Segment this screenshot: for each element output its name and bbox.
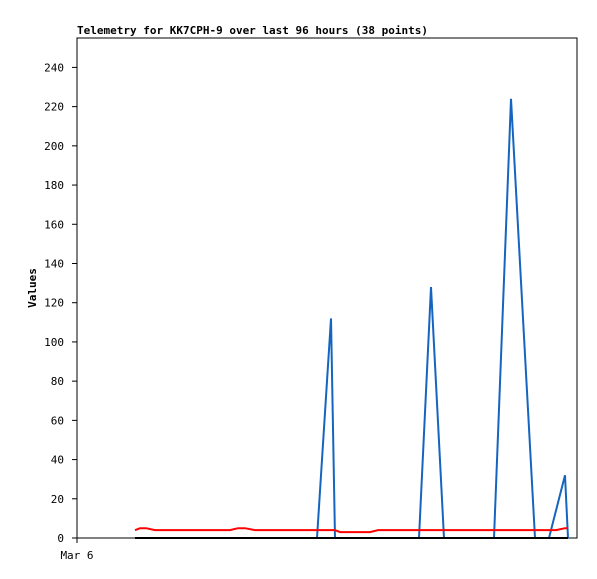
y-axis-label: Values [26,268,39,308]
y-tick-label: 40 [51,454,64,467]
y-tick-label: 140 [44,257,64,270]
y-tick-label: 100 [44,336,64,349]
y-tick-label: 180 [44,179,64,192]
y-tick-label: 240 [44,61,64,74]
y-tick-label: 220 [44,101,64,114]
y-tick-label: 200 [44,140,64,153]
series-line [134,527,568,534]
y-tick-label: 80 [51,375,64,388]
y-tick-label: 160 [44,218,64,231]
y-tick-label: 20 [51,493,64,506]
y-tick-label: 60 [51,414,64,427]
y-tick-label: 120 [44,297,64,310]
plot-frame [76,37,578,539]
x-tick-label: Mar 6 [60,549,93,562]
y-tick-label: 0 [57,532,64,545]
chart-title: Telemetry for KK7CPH-9 over last 96 hour… [77,24,428,37]
